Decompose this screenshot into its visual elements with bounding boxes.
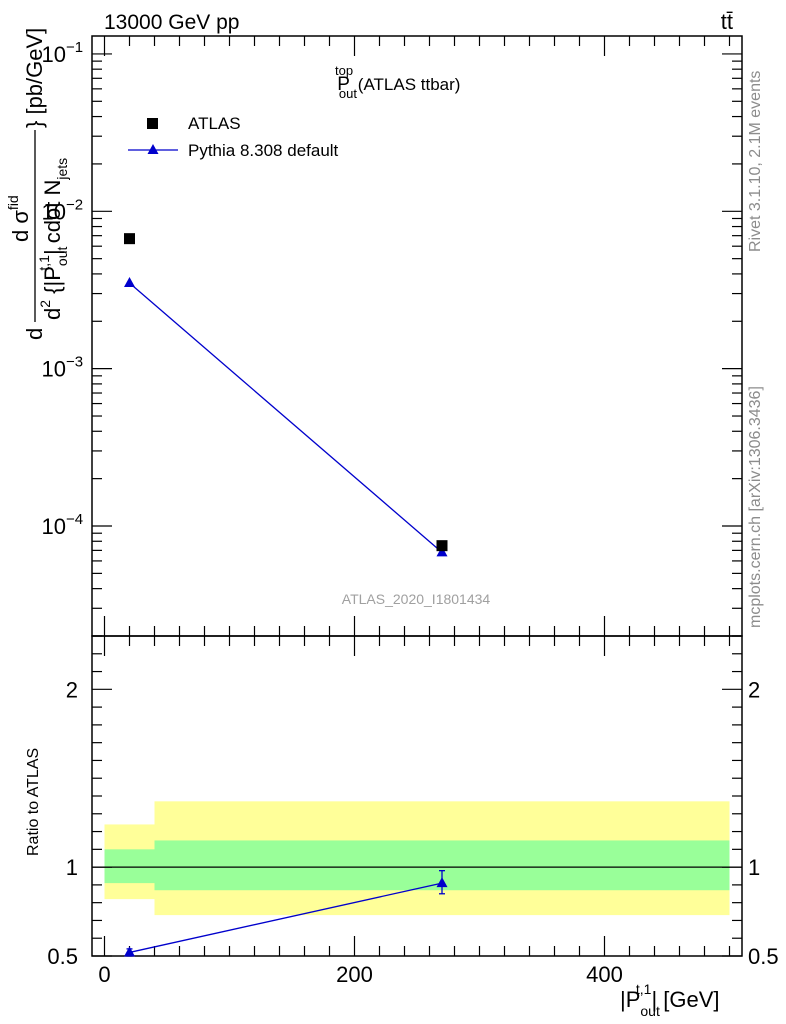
x-tick-label: 0 (98, 962, 110, 987)
analysis-watermark: ATLAS_2020_I1801434 (342, 591, 491, 607)
ylabel-den-a: d (40, 308, 65, 320)
title-main: P (337, 74, 350, 95)
main-y-tick-exponent: −4 (66, 511, 83, 528)
title-sub: out (339, 86, 357, 101)
ylabel-d: d (22, 328, 47, 340)
main-y-tick-label: 10 (42, 42, 66, 67)
title-sup: top (335, 63, 353, 78)
ylabel-den-b: {|P (40, 266, 65, 300)
xlabel-sub: out (640, 1003, 660, 1019)
ylabel-den-b-sup: t,1 (36, 255, 52, 271)
xlabel-rest: | [GeV] (651, 987, 719, 1012)
x-tick-label: 200 (336, 962, 373, 987)
xlabel-sup: t,1 (636, 981, 652, 997)
pythia-point (124, 277, 135, 288)
ylabel-numerator-sup: fid (5, 195, 21, 210)
ratio-panel: 0.5 0.5 1 1 2 2 0 200 400 Ratio to ATLAS |Pout t… (25, 635, 779, 1019)
x-axis-label: |Pout t,1| [GeV] (620, 981, 720, 1019)
atlas-point (124, 233, 135, 245)
main-y-tick-exponent: −2 (66, 196, 83, 213)
ratio-pythia-line (129, 882, 443, 954)
main-title: Pout top (ATLAS ttbar) (335, 63, 460, 101)
energy-label: 13000 GeV pp (104, 11, 239, 34)
ratio-y-tick-label-right: 0.5 (748, 944, 779, 969)
ratio-series (124, 870, 448, 957)
ylabel-den-c: | cdot N (40, 180, 65, 255)
ratio-y-tick-label-left: 1 (66, 855, 78, 880)
legend-atlas-marker (147, 118, 158, 129)
ratio-pythia-point (436, 877, 448, 888)
main-y-tick-exponent: −3 (66, 354, 83, 371)
svg-text:d: d (22, 328, 47, 340)
ratio-bands (104, 801, 730, 916)
main-y-tick-labels: 10−110−210−310−4 (42, 39, 84, 539)
atlas-point (436, 540, 448, 552)
ylabel-numerator: d σ (8, 210, 33, 242)
main-y-axis-label: d d σfid d2 {|Poutt,1| cdot Njets } [pb/… (5, 28, 70, 340)
ratio-y-tick-labels: 0.5 0.5 1 1 2 2 (47, 677, 778, 969)
process-label: tt̄ (721, 9, 733, 34)
x-tick-label: 400 (586, 962, 623, 987)
svg-text:d2 {|Poutt,1| cdot Njets: d2 {|Poutt,1| cdot Njets (36, 158, 70, 320)
ratio-y-tick-label-right: 1 (748, 855, 760, 880)
mcplots-label: mcplots.cern.ch [arXiv:1306.3436] (747, 386, 764, 628)
ratio-minor-ticks (92, 635, 742, 957)
legend-pythia-label: Pythia 8.308 default (188, 141, 339, 160)
main-minor-ticks (92, 36, 742, 637)
title-rest: (ATLAS ttbar) (353, 75, 460, 94)
ylabel-den-b-sub: out (54, 247, 70, 267)
svg-text:d σfid: d σfid (5, 195, 33, 242)
xlabel-main: |P (620, 987, 640, 1012)
ratio-pythia-point (124, 946, 135, 957)
pythia-point (436, 546, 448, 557)
ylabel-den-c-sub: jets (54, 158, 70, 181)
ratio-y-axis-label: Ratio to ATLAS (25, 748, 42, 856)
main-y-tick-label: 10 (42, 199, 66, 224)
legend: ATLAS Pythia 8.308 default (128, 114, 339, 160)
main-panel: 10−110−210−310−4 Pouttop (ATLAS ttbar) A… (5, 28, 743, 637)
ratio-y-tick-label-right: 2 (748, 677, 760, 702)
main-y-tick-label: 10 (42, 514, 66, 539)
ratio-band-inner (104, 849, 155, 884)
pythia-line (129, 282, 443, 553)
main-y-tick-exponent: −1 (66, 39, 83, 56)
ylabel-den-a-sup: 2 (37, 300, 53, 308)
ratio-y-tick-label-left: 2 (66, 677, 78, 702)
ratio-y-tick-label-left: 0.5 (47, 944, 78, 969)
rivet-label: Rivet 3.1.10, 2.1M events (747, 71, 764, 252)
main-series (124, 233, 448, 557)
ratio-x-tick-labels: 0 200 400 (98, 962, 622, 987)
legend-atlas-label: ATLAS (188, 114, 241, 133)
legend-pythia-marker (147, 144, 159, 154)
ylabel-unit: } [pb/GeV] (22, 28, 47, 128)
main-y-tick-label: 10 (42, 357, 66, 382)
